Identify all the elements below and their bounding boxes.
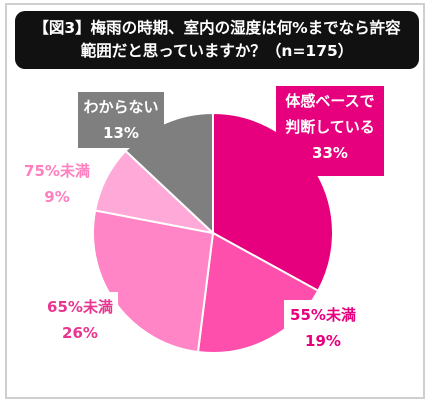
chart-title-line-2: 範囲だと思っていますか？（n=175） xyxy=(80,42,354,60)
slice-category-label-1-0: 55%未満 xyxy=(290,306,356,324)
slice-label-bg-0 xyxy=(276,86,384,176)
slice-value-label-2: 26% xyxy=(62,324,98,342)
slice-value-label-1: 19% xyxy=(305,332,341,350)
slice-label-bg-3 xyxy=(20,156,94,212)
slice-label-bg-2 xyxy=(42,292,118,348)
slice-category-label-0-1: 判断している xyxy=(285,118,375,136)
slice-label-4: わからない 13% xyxy=(78,92,164,148)
chart-title-line-1: 【図3】梅雨の時期、室内の湿度は何%までなら許容 xyxy=(33,19,401,37)
slice-value-label-3: 9% xyxy=(44,188,69,206)
slice-label-1: 55%未満 19% xyxy=(284,300,362,356)
slice-value-label-4: 13% xyxy=(103,124,139,142)
slice-category-label-4-0: わからない xyxy=(83,98,158,116)
slice-label-bg-1 xyxy=(284,300,362,356)
slice-category-label-0-0: 体感ベースで xyxy=(285,92,374,110)
pie-slices xyxy=(92,111,334,354)
slice-label-3: 75%未満 9% xyxy=(20,156,94,212)
slice-category-label-2-0: 65%未満 xyxy=(47,298,113,316)
slice-value-label-0: 33% xyxy=(312,144,348,162)
title-box: 【図3】梅雨の時期、室内の湿度は何%までなら許容 範囲だと思っていますか？（n=… xyxy=(15,11,419,69)
slice-category-label-3-0: 75%未満 xyxy=(24,162,90,180)
slice-label-bg-4 xyxy=(78,92,164,148)
slice-label-2: 65%未満 26% xyxy=(42,292,118,348)
